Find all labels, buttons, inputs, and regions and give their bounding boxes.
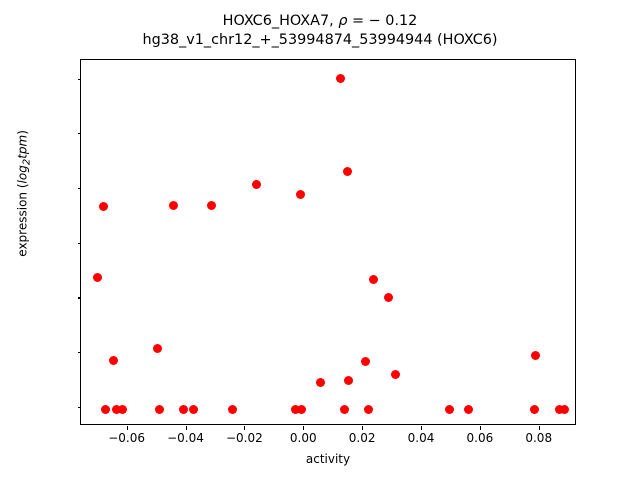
chart-title-line-1: HOXC6_HOXA7, ρ = − 0.12 xyxy=(222,13,418,29)
x-tick-mark xyxy=(362,426,364,430)
scatter-point xyxy=(529,404,539,414)
x-tick-label: −0.04 xyxy=(167,431,204,445)
scatter-point xyxy=(531,350,541,360)
scatter-point xyxy=(383,292,393,302)
scatter-point xyxy=(335,74,345,84)
x-tick-label: 0.02 xyxy=(348,431,376,445)
scatter-point xyxy=(315,378,325,388)
y-tick-mark xyxy=(77,406,81,408)
scatter-point xyxy=(155,404,165,414)
scatter-point xyxy=(555,404,565,414)
scatter-point xyxy=(178,404,188,414)
chart-title: HOXC6_HOXA7, ρ = − 0.12 hg38_v1_chr12_+_… xyxy=(0,12,640,50)
x-tick-mark xyxy=(244,426,246,430)
scatter-point xyxy=(228,404,238,414)
scatter-point xyxy=(361,357,371,367)
y-tick-mark xyxy=(77,188,81,190)
scatter-point xyxy=(251,180,261,190)
x-tick-mark xyxy=(126,426,128,430)
scatter-point xyxy=(109,356,119,366)
rho-symbol: ρ xyxy=(338,13,348,29)
x-tick-label: −0.06 xyxy=(108,431,146,445)
scatter-point xyxy=(111,404,121,414)
y-tick-mark xyxy=(77,242,81,244)
scatter-point xyxy=(445,404,455,414)
y-tick-mark xyxy=(77,78,81,80)
scatter-point xyxy=(390,369,400,379)
x-tick-label: −0.02 xyxy=(225,431,263,445)
x-tick-label: 0.08 xyxy=(525,431,553,445)
y-axis-label: expression (log2tpm) xyxy=(15,130,33,257)
scatter-point xyxy=(560,404,570,414)
scatter-point xyxy=(368,275,378,285)
x-tick-label: 0.00 xyxy=(289,431,317,445)
scatter-point xyxy=(117,404,127,414)
x-tick-mark xyxy=(303,426,305,430)
scatter-point xyxy=(188,404,198,414)
scatter-point xyxy=(207,201,217,211)
y-tick-mark xyxy=(77,133,81,135)
scatter-point xyxy=(92,273,102,283)
scatter-point xyxy=(464,404,474,414)
x-tick-mark xyxy=(185,426,187,430)
scatter-point xyxy=(101,404,111,414)
scatter-point xyxy=(291,404,301,414)
scatter-point xyxy=(344,376,354,386)
scatter-point xyxy=(342,167,352,177)
x-tick-mark xyxy=(420,426,423,430)
scatter-point xyxy=(295,190,305,200)
scatter-point xyxy=(339,404,349,414)
y-tick-mark xyxy=(77,352,81,354)
x-tick-mark xyxy=(479,426,481,430)
plot-axes: −1.0−0.50.00.51.01.52.0 −0.06−0.04−0.020… xyxy=(77,59,576,445)
scatter-point xyxy=(297,404,307,414)
x-tick-label: 0.06 xyxy=(466,431,494,445)
scatter-point xyxy=(152,344,162,354)
chart-title-line-2: hg38_v1_chr12_+_53994874_53994944 (HOXC6… xyxy=(142,32,498,48)
scatter-points-layer xyxy=(81,60,575,424)
scatter-point xyxy=(169,201,179,211)
scatter-point xyxy=(363,404,373,414)
x-tick-mark xyxy=(538,426,540,430)
scatter-point xyxy=(98,202,108,212)
x-axis-label: activity xyxy=(305,452,351,466)
x-tick-label: 0.04 xyxy=(407,431,435,445)
y-tick-mark xyxy=(77,297,81,299)
